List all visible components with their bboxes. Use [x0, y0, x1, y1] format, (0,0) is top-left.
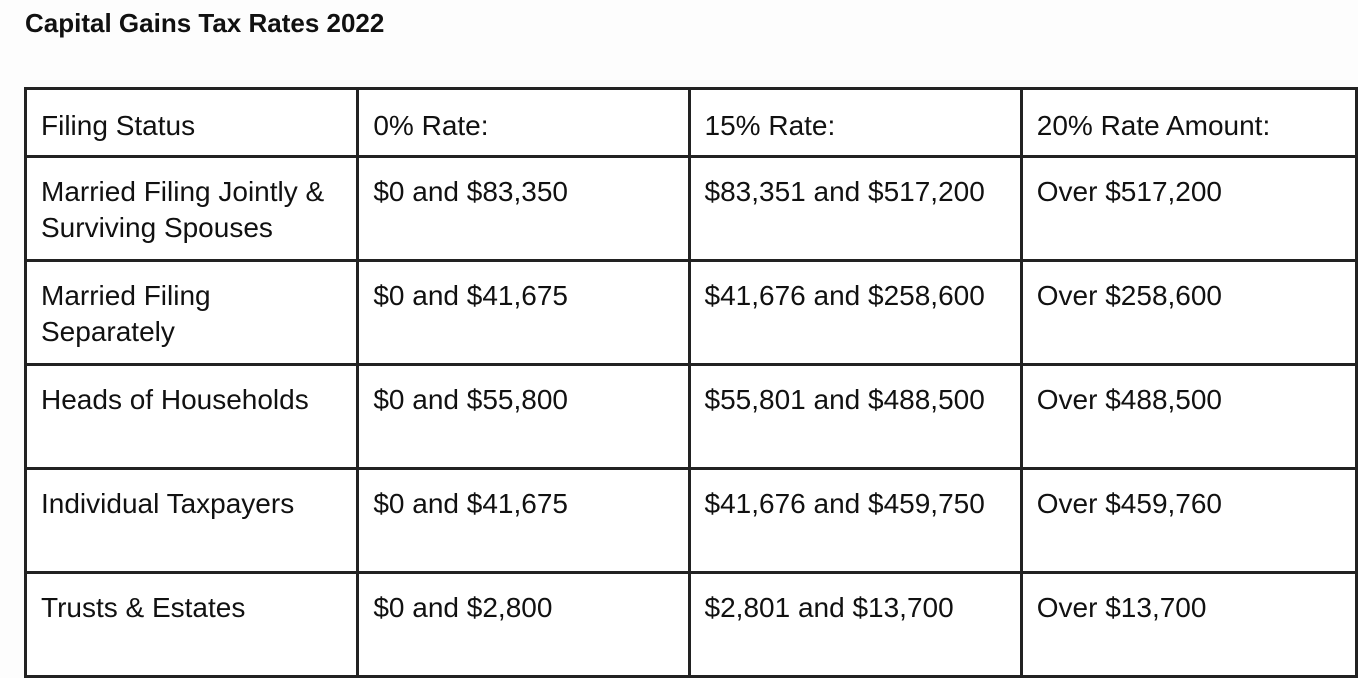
- table-cell: Over $258,600: [1019, 259, 1358, 366]
- table-cell: Individual Taxpayers: [23, 467, 360, 574]
- table-cell: Over $459,760: [1019, 467, 1358, 574]
- table-cell: $41,676 and $459,750: [687, 467, 1023, 574]
- header-cell: 0% Rate:: [356, 87, 691, 158]
- table-cell: Over $13,700: [1019, 571, 1358, 678]
- table-row: Individual Taxpayers $0 and $41,675 $41,…: [23, 467, 1358, 574]
- table-cell: $0 and $41,675: [356, 259, 691, 366]
- table-row: Married Filing Jointly & Surviving Spous…: [23, 155, 1358, 262]
- table-cell: Over $517,200: [1019, 155, 1358, 262]
- table-header-row: Filing Status 0% Rate: 15% Rate: 20% Rat…: [23, 87, 1358, 158]
- header-cell: 20% Rate Amount:: [1019, 87, 1358, 158]
- table-cell: $83,351 and $517,200: [687, 155, 1023, 262]
- table-cell: Over $488,500: [1019, 363, 1358, 470]
- table-cell: Trusts & Estates: [23, 571, 360, 678]
- table-cell: $55,801 and $488,500: [687, 363, 1023, 470]
- table-cell: Married Filing Jointly & Surviving Spous…: [23, 155, 360, 262]
- table-row: Heads of Households $0 and $55,800 $55,8…: [23, 363, 1358, 470]
- table-cell: Heads of Households: [23, 363, 360, 470]
- table-cell: $0 and $55,800: [356, 363, 691, 470]
- tax-rates-table: Filing Status 0% Rate: 15% Rate: 20% Rat…: [23, 87, 1358, 678]
- header-cell: 15% Rate:: [687, 87, 1023, 158]
- table-cell: $2,801 and $13,700: [687, 571, 1023, 678]
- table-row: Trusts & Estates $0 and $2,800 $2,801 an…: [23, 571, 1358, 678]
- header-cell: Filing Status: [23, 87, 360, 158]
- table-cell: $0 and $41,675: [356, 467, 691, 574]
- table-cell: $0 and $2,800: [356, 571, 691, 678]
- table-cell: $41,676 and $258,600: [687, 259, 1023, 366]
- table-cell: $0 and $83,350: [356, 155, 691, 262]
- table-cell: Married Filing Separately: [23, 259, 360, 366]
- page-title: Capital Gains Tax Rates 2022: [25, 8, 385, 38]
- table-row: Married Filing Separately $0 and $41,675…: [23, 259, 1358, 366]
